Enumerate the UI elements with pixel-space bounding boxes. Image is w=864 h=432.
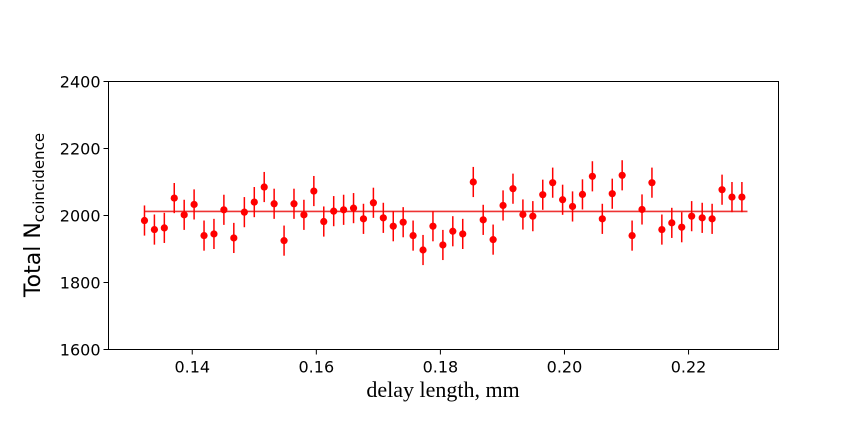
axis-ticks: 1600 1800 2000 2200 2400 0.14 0.16 0.18 0.20 0.22	[60, 73, 707, 377]
data-point	[310, 187, 318, 195]
data-point	[608, 190, 616, 198]
data-point	[638, 205, 646, 214]
data-point	[549, 179, 557, 187]
data-point	[330, 207, 338, 215]
data-point	[688, 212, 696, 220]
data-point	[379, 214, 387, 222]
data-point	[728, 193, 736, 201]
plot-frame	[108, 81, 779, 350]
data-point	[210, 230, 218, 238]
data-point	[300, 211, 308, 219]
data-point	[160, 224, 168, 232]
data-points	[140, 160, 746, 266]
data-point	[559, 196, 567, 204]
data-point	[439, 241, 447, 249]
data-point	[200, 232, 208, 240]
data-point	[230, 234, 238, 242]
data-point	[429, 222, 437, 230]
data-point	[738, 193, 746, 201]
x-tick-label: 0.22	[671, 358, 707, 377]
y-tick-label: 2200	[60, 140, 101, 159]
data-point	[369, 199, 377, 207]
data-point	[499, 201, 507, 210]
y-tick-label: 2000	[60, 207, 101, 226]
y-tick-label: 2400	[60, 73, 101, 92]
data-point	[409, 232, 417, 240]
data-point	[180, 211, 188, 219]
data-point	[280, 237, 288, 245]
y-axis-label: Total Ncoincidence	[21, 133, 48, 298]
data-point	[240, 208, 248, 216]
data-point	[648, 179, 656, 187]
data-point	[588, 172, 596, 180]
y-axis-label-subscript: coincidence	[30, 133, 48, 222]
data-point	[320, 217, 328, 226]
data-point	[698, 214, 706, 222]
data-point	[519, 210, 527, 219]
data-point	[718, 186, 726, 194]
data-point	[459, 230, 467, 238]
data-point	[359, 215, 368, 223]
data-point	[678, 223, 686, 231]
data-point	[220, 206, 228, 214]
data-point	[489, 236, 497, 244]
svg-text:Total Ncoincidence: Total Ncoincidence	[21, 133, 48, 298]
data-point	[190, 200, 198, 209]
data-point	[628, 232, 636, 240]
data-point	[708, 215, 716, 223]
data-point	[469, 178, 477, 186]
data-point	[260, 183, 268, 191]
data-point	[170, 194, 178, 202]
data-point	[250, 198, 258, 206]
x-tick-label: 0.14	[174, 358, 210, 377]
data-point	[668, 219, 676, 227]
data-point	[340, 206, 348, 214]
x-tick-label: 0.20	[547, 358, 583, 377]
data-point	[479, 216, 487, 224]
x-axis-label: delay length, mm	[366, 377, 519, 402]
y-axis-label-main: Total N	[21, 222, 46, 298]
data-point	[349, 204, 358, 212]
data-point	[568, 202, 577, 211]
data-point	[539, 191, 547, 199]
data-point	[150, 225, 159, 234]
data-point	[658, 225, 666, 234]
data-point	[578, 190, 587, 198]
data-point	[290, 200, 298, 208]
data-point	[598, 215, 606, 223]
data-point	[140, 216, 149, 225]
y-tick-label: 1800	[60, 274, 101, 293]
data-point	[389, 222, 397, 230]
data-point	[509, 185, 517, 193]
data-point	[618, 171, 626, 179]
data-point	[449, 227, 457, 235]
data-point	[399, 218, 407, 226]
x-tick-label: 0.16	[299, 358, 335, 377]
x-tick-label: 0.18	[423, 358, 459, 377]
data-point	[419, 246, 427, 254]
data-point	[529, 212, 537, 220]
data-point	[270, 200, 278, 208]
y-tick-label: 1600	[60, 341, 101, 360]
